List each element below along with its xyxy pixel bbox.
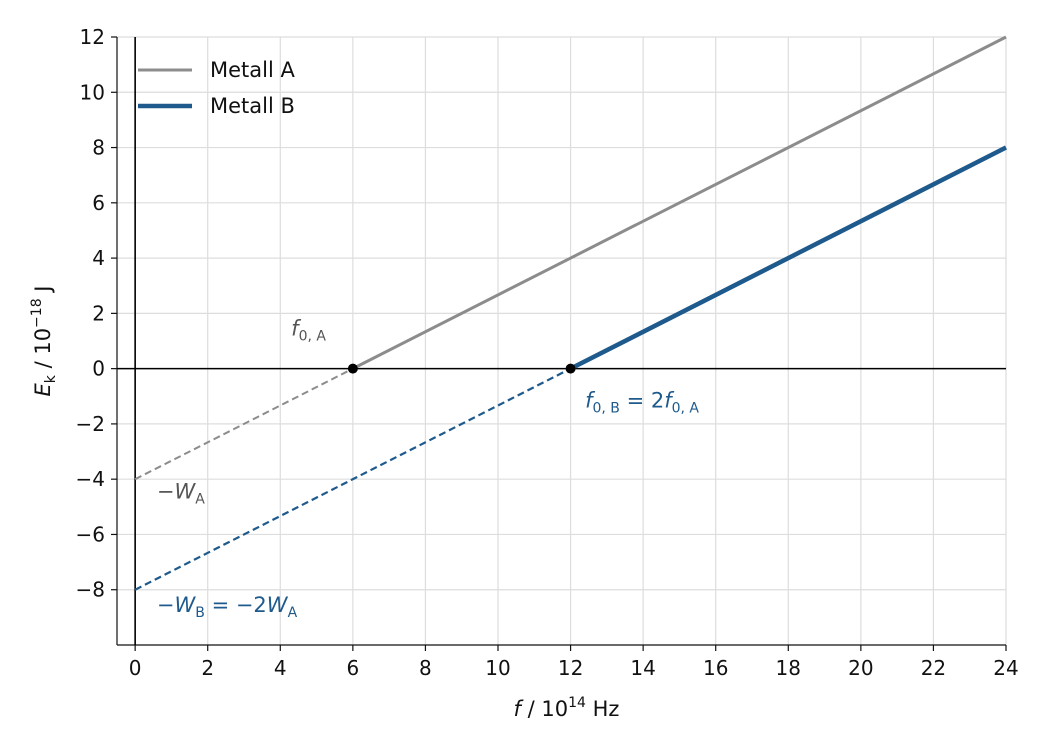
y-tick-label: −4 — [76, 467, 105, 491]
x-tick-label: 10 — [485, 656, 510, 680]
y-axis-label: Ek / 10−18 J — [29, 286, 59, 397]
annotation-WA: −WA​ — [157, 480, 205, 508]
y-tick-label: 8 — [92, 136, 105, 160]
x-tick-label: 24 — [993, 656, 1018, 680]
y-tick-label: −8 — [76, 578, 105, 602]
y-tick-label: −2 — [76, 412, 105, 436]
x-tick-label: 20 — [848, 656, 873, 680]
y-tick-label: 10 — [80, 80, 105, 104]
y-tick-label: −6 — [76, 522, 105, 546]
x-tick-label: 6 — [346, 656, 359, 680]
series-line — [352, 35, 1007, 370]
series-line-extrapolated — [134, 367, 572, 591]
axes — [111, 36, 1007, 651]
y-tick-label: 2 — [92, 301, 105, 325]
x-tick-label: 4 — [274, 656, 287, 680]
series-line — [569, 145, 1008, 371]
annotation-f0A: f0, A​ — [291, 316, 326, 344]
threshold-point — [565, 363, 576, 374]
x-axis-label: f / 1014 Hz — [514, 695, 620, 721]
series-line-extrapolated — [134, 367, 354, 481]
x-tick-label: 18 — [776, 656, 801, 680]
annotation-f0B: f0, B​ = 2f0, A​ — [585, 388, 699, 416]
legend: Metall A Metall B — [138, 58, 295, 118]
annotations: f0, A​ f0, B​ = 2f0, A​ −WA​ −WB​ = −2WA​ — [157, 316, 700, 620]
x-tick-label: 12 — [558, 656, 583, 680]
threshold-point — [347, 363, 358, 374]
legend-label: Metall A — [210, 58, 295, 82]
y-tick-label: 6 — [92, 191, 105, 215]
y-tick-label: 0 — [92, 357, 105, 381]
grid — [117, 36, 1007, 645]
x-tick-label: 16 — [703, 656, 728, 680]
x-tick-label: 0 — [129, 656, 142, 680]
x-tick-label: 2 — [201, 656, 214, 680]
y-tick-label: 12 — [80, 25, 105, 49]
x-tick-label: 8 — [419, 656, 432, 680]
legend-label: Metall B — [210, 94, 295, 118]
annotation-WB: −WB​ = −2WA​ — [157, 593, 298, 621]
x-tick-label: 14 — [630, 656, 655, 680]
threshold-markers — [347, 363, 576, 374]
y-tick-label: 4 — [92, 246, 105, 270]
x-tick-label: 22 — [921, 656, 946, 680]
series-lines — [134, 35, 1008, 591]
